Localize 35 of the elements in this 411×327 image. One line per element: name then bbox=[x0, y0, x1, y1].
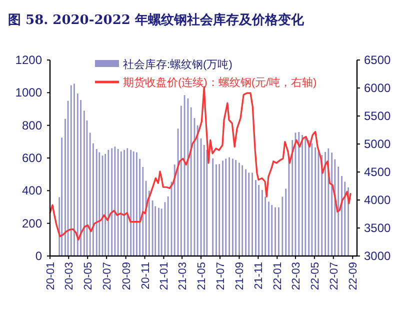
x-tick-label: 20-05 bbox=[82, 262, 95, 290]
y2-tick-label: 6500 bbox=[364, 53, 392, 67]
y-tick-label: 1000 bbox=[15, 86, 42, 100]
x-tick-label: 20-03 bbox=[64, 262, 76, 290]
x-tick-label: 21-09 bbox=[234, 262, 246, 290]
x-tick-label: 21-11 bbox=[253, 262, 266, 290]
y2-tick-label: 4000 bbox=[364, 193, 392, 207]
y2-tick-label: 4500 bbox=[364, 165, 392, 179]
x-tick-label: 21-01 bbox=[158, 262, 171, 290]
x-tick-label: 21-03 bbox=[177, 262, 190, 290]
x-tick-label: 21-07 bbox=[214, 262, 227, 290]
y2-tick-label: 6000 bbox=[364, 81, 392, 95]
x-tick-label: 22-05 bbox=[309, 262, 322, 290]
chart-title: 图 58. 2020-2022 年螺纹钢社会库存及价格变化 bbox=[8, 12, 305, 28]
y2-tick-label: 3000 bbox=[364, 249, 392, 263]
y2-tick-label: 5000 bbox=[364, 137, 392, 151]
x-tick-label: 20-09 bbox=[120, 262, 133, 290]
x-tick-label: 22-01 bbox=[272, 262, 284, 290]
x-tick-label: 21-05 bbox=[196, 262, 208, 290]
x-tick-label: 22-09 bbox=[348, 262, 360, 290]
y-tick-label: 200 bbox=[22, 216, 42, 230]
y-tick-label: 1200 bbox=[15, 53, 42, 67]
y-tick-label: 800 bbox=[22, 118, 42, 132]
y-tick-label: 0 bbox=[35, 249, 42, 263]
y-tick-label: 400 bbox=[22, 184, 42, 198]
y2-tick-label: 5500 bbox=[364, 109, 392, 123]
x-tick-label: 22-07 bbox=[328, 262, 340, 290]
legend-label: 期货收盘价(连续)：螺纹钢(元/吨，右轴) bbox=[123, 76, 317, 89]
x-tick-label: 22-03 bbox=[290, 262, 302, 290]
y-tick-label: 600 bbox=[22, 151, 42, 165]
y2-tick-label: 3500 bbox=[364, 221, 392, 235]
x-tick-label: 20-07 bbox=[102, 262, 114, 290]
x-tick-label: 20-11 bbox=[140, 262, 152, 290]
x-tick-label: 20-01 bbox=[45, 262, 57, 290]
legend-label: 社会库存:螺纹钢(万吨) bbox=[123, 58, 232, 71]
